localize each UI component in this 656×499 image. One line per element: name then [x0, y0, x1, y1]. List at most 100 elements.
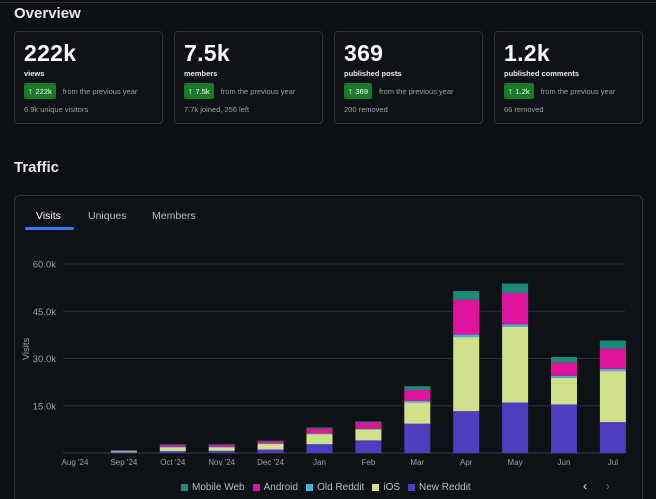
tab-visits[interactable]: Visits: [36, 210, 61, 222]
posts-label: published posts: [344, 69, 402, 78]
bar-mobile-web[interactable]: [208, 444, 235, 445]
arrow-up-icon: ↑: [508, 86, 513, 96]
posts-sub: 200 removed: [344, 105, 388, 114]
x-tick-label: Oct '24: [160, 458, 186, 467]
views-card: 222k views ↑ 222k from the previous year …: [14, 31, 163, 124]
x-tick-label: Jul: [608, 458, 618, 467]
bar-new-reddit[interactable]: [404, 423, 431, 453]
legend-new-reddit[interactable]: New Reddit: [408, 482, 471, 493]
bar-ios[interactable]: [159, 447, 186, 452]
bar-ios[interactable]: [306, 434, 333, 445]
bar-ios[interactable]: [208, 447, 235, 451]
bar-mobile-web[interactable]: [306, 427, 333, 429]
bar-old-reddit[interactable]: [502, 324, 529, 327]
chevron-left-icon[interactable]: ‹: [583, 479, 587, 493]
overview-title: Overview: [14, 5, 81, 22]
bar-old-reddit[interactable]: [208, 447, 235, 448]
bar-ios[interactable]: [404, 402, 431, 424]
bar-old-reddit[interactable]: [257, 443, 284, 445]
views-sub: 6.9k unique visitors: [24, 105, 89, 114]
bar-ios[interactable]: [110, 451, 137, 453]
bar-mobile-web[interactable]: [110, 450, 137, 451]
bar-new-reddit[interactable]: [355, 440, 382, 453]
bar-android[interactable]: [159, 444, 186, 448]
y-axis-label: Visits: [21, 337, 32, 360]
x-tick-label: Mar: [410, 458, 424, 467]
bar-ios[interactable]: [502, 327, 529, 403]
x-tick-label: Apr: [460, 458, 473, 467]
comments-sub: 66 removed: [504, 105, 544, 114]
top-divider: [0, 2, 656, 3]
bar-android[interactable]: [599, 348, 626, 369]
legend-old-reddit[interactable]: Old Reddit: [306, 482, 364, 493]
bar-old-reddit[interactable]: [404, 401, 431, 403]
chart-legend: Mobile Web Android Old Reddit iOS New Re…: [181, 482, 479, 493]
bar-new-reddit[interactable]: [599, 422, 626, 453]
x-tick-label: Dec '24: [257, 458, 284, 467]
views-from: from the previous year: [62, 86, 138, 96]
tab-uniques[interactable]: Uniques: [88, 210, 127, 222]
bar-new-reddit[interactable]: [502, 402, 529, 453]
arrow-up-icon: ↑: [188, 86, 193, 96]
comments-value: 1.2k: [504, 40, 550, 66]
bar-old-reddit[interactable]: [159, 447, 186, 448]
bar-ios[interactable]: [453, 337, 480, 412]
bar-mobile-web[interactable]: [599, 340, 626, 349]
bar-android[interactable]: [306, 428, 333, 434]
bar-new-reddit[interactable]: [551, 404, 577, 453]
bar-mobile-web[interactable]: [355, 421, 382, 423]
comments-label: published comments: [504, 69, 580, 78]
bar-old-reddit[interactable]: [551, 375, 577, 378]
bar-old-reddit[interactable]: [453, 334, 480, 338]
bar-mobile-web[interactable]: [551, 356, 577, 363]
members-from: from the previous year: [220, 86, 296, 96]
bar-new-reddit[interactable]: [110, 452, 137, 453]
y-tick-label: 45.0k: [33, 307, 56, 318]
y-tick-label: 30.0k: [33, 354, 56, 365]
bar-mobile-web[interactable]: [257, 440, 284, 442]
bar-old-reddit[interactable]: [355, 428, 382, 430]
bar-android[interactable]: [502, 292, 529, 325]
bar-ios[interactable]: [257, 443, 284, 450]
x-tick-label: Jun: [558, 458, 571, 467]
active-tab-indicator: [25, 227, 74, 230]
bar-android[interactable]: [208, 444, 235, 448]
bar-android[interactable]: [355, 422, 382, 429]
legend-android[interactable]: Android: [252, 482, 298, 493]
x-tick-label: Sep '24: [110, 458, 137, 467]
bar-android[interactable]: [453, 299, 480, 335]
bar-new-reddit[interactable]: [306, 444, 333, 453]
legend-ios[interactable]: iOS: [372, 482, 400, 493]
chevron-right-icon[interactable]: ›: [606, 479, 610, 493]
posts-value: 369: [344, 40, 384, 66]
bar-old-reddit[interactable]: [306, 433, 333, 435]
bar-ios[interactable]: [551, 377, 577, 405]
bar-mobile-web[interactable]: [502, 283, 529, 293]
bar-mobile-web[interactable]: [159, 444, 186, 445]
legend-mobile-web[interactable]: Mobile Web: [181, 482, 245, 493]
bar-mobile-web[interactable]: [404, 386, 431, 390]
tab-members[interactable]: Members: [152, 210, 196, 222]
members-sub: 7.7k joined, 256 left: [184, 105, 250, 114]
members-badge: ↑ 7.5k: [184, 83, 214, 99]
bar-ios[interactable]: [599, 371, 626, 423]
bar-new-reddit[interactable]: [453, 411, 480, 453]
bar-android[interactable]: [551, 362, 577, 376]
y-tick-label: 15.0k: [33, 401, 56, 412]
bar-ios[interactable]: [355, 429, 382, 441]
bar-old-reddit[interactable]: [110, 451, 137, 452]
views-badge: ↑ 222k: [24, 83, 56, 99]
bar-android[interactable]: [110, 450, 137, 452]
bar-android[interactable]: [257, 441, 284, 444]
y-tick-label: 60.0k: [33, 260, 56, 271]
bar-android[interactable]: [404, 390, 431, 402]
comments-from: from the previous year: [540, 86, 616, 96]
bar-old-reddit[interactable]: [599, 368, 626, 372]
bar-new-reddit[interactable]: [257, 449, 284, 453]
bar-new-reddit[interactable]: [208, 450, 235, 453]
comments-badge: ↑ 1.2k: [504, 83, 534, 99]
x-tick-label: Aug '24: [62, 458, 89, 467]
bar-new-reddit[interactable]: [159, 451, 186, 453]
members-label: members: [184, 69, 218, 78]
bar-mobile-web[interactable]: [453, 291, 480, 300]
